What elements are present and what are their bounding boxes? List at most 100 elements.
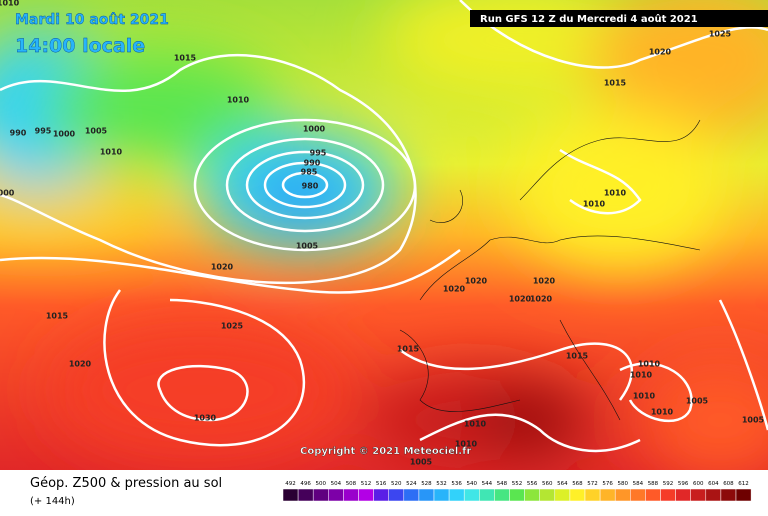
legend-swatch [328,488,344,502]
legend-level: 608 [723,481,734,487]
isobar-label: 1010 [633,392,656,401]
isobar-label: 1020 [533,277,556,286]
isobar-label: 1010 [651,408,674,417]
legend-level: 516 [376,481,387,487]
legend-level: 596 [678,481,689,487]
legend-level: 532 [436,481,447,487]
legend-swatch [297,488,314,502]
legend-level: 584 [633,481,644,487]
legend-level: 572 [587,481,598,487]
isobar-label: 1020 [443,285,466,294]
isobars [0,0,768,451]
isobar-label: 1010 [227,96,250,105]
isobar-label: 995 [310,149,327,158]
legend-swatch [448,488,465,502]
legend-swatch [705,488,722,502]
run-info: Run GFS 12 Z du Mercredi 4 août 2021 [480,13,698,25]
legend-swatch [630,488,646,502]
legend-swatch [614,488,631,502]
geopotential-field [0,0,768,470]
isobar-label: 985 [301,168,318,177]
legend-level: 560 [542,481,553,487]
legend-swatch [569,488,586,502]
isobar-label: 1005 [85,127,108,136]
legend-level: 588 [648,481,659,487]
isobar-label: 1005 [410,458,433,467]
legend-level: 504 [331,481,342,487]
color-legend: 492 496 500 504 508 512 516 520 524 528 532 536 540 5… [282,481,752,502]
isobar-label: 1020 [649,48,672,57]
legend-swatch [509,488,525,502]
legend-level: 508 [346,481,357,487]
valid-date: Mardi 10 août 2021 [15,12,169,28]
legend-level: 604 [708,481,719,487]
legend-swatch [479,488,495,502]
legend-swatch [735,488,752,502]
legend-swatch [539,488,556,502]
legend-swatch [524,488,540,502]
legend-level: 512 [361,481,372,487]
legend-level: 548 [497,481,508,487]
legend-swatch [690,488,707,502]
legend-level: 544 [482,481,493,487]
isobar-label: 980 [302,182,319,191]
legend-swatch [554,488,571,502]
isobar-label: 1015 [174,54,197,63]
isobar-label: 1010 [604,189,627,198]
legend-swatch [720,488,737,502]
legend-level: 524 [406,481,417,487]
coastlines [399,119,701,421]
legend-level: 528 [421,481,432,487]
isobar-label: 1015 [566,352,589,361]
footer-title: Géop. Z500 & pression au sol [30,476,222,491]
isobar-label: 1005 [742,416,765,425]
isobar-label: 1020 [530,295,553,304]
legend-swatch [433,488,450,502]
legend-swatch [418,488,435,502]
isobar-label: 1010 [464,420,487,429]
isobar-label: 1000 [53,130,76,139]
legend-level: 564 [557,481,568,487]
isobar-label: 1010 [455,440,478,449]
valid-time: 14:00 locale [15,35,145,57]
isobar-label: 1010 [583,200,606,209]
isobar-label: 1015 [604,79,627,88]
legend-level: 576 [602,481,613,487]
isobar-label: 1010 [100,148,123,157]
legend-level: 536 [451,481,462,487]
isobar-label: 1005 [296,242,319,251]
legend-swatch [660,488,676,502]
legend-swatch [403,488,420,502]
isobar-label: 1010 [630,371,653,380]
forecast-lead: (+ 144h) [30,496,75,507]
isobar-label: 1025 [709,30,732,39]
isobar-labels: 1010101510109909951000100510101000995990… [0,0,765,467]
isobar-label: 1000 [303,125,326,134]
isobar-label: 1015 [397,345,420,354]
isobar-label: 1020 [509,295,532,304]
copyright: Copyright © 2021 Meteociel.fr [300,446,471,457]
isobar-label: 1020 [69,360,92,369]
run-banner [470,10,768,27]
legend-level: 520 [391,481,402,487]
legend-swatch [494,488,510,502]
legend-level: 580 [618,481,629,487]
isobar-label: 1015 [46,312,69,321]
legend-swatch [584,488,601,502]
legend-swatch [599,488,616,502]
legend-level: 568 [572,481,583,487]
legend-swatch [388,488,405,502]
isobar-label: 1020 [211,263,234,272]
legend-swatch [358,488,374,502]
legend-level: 612 [738,481,749,487]
isobar-label: 1030 [194,414,217,423]
isobar-label: 1005 [686,397,709,406]
legend-level: 552 [512,481,523,487]
isobar-label: 995 [35,127,52,136]
legend-swatch [282,488,299,502]
legend-level: 500 [316,481,327,487]
isobar-label: 1010 [0,0,20,8]
legend-swatch [645,488,661,502]
legend-level: 556 [527,481,538,487]
